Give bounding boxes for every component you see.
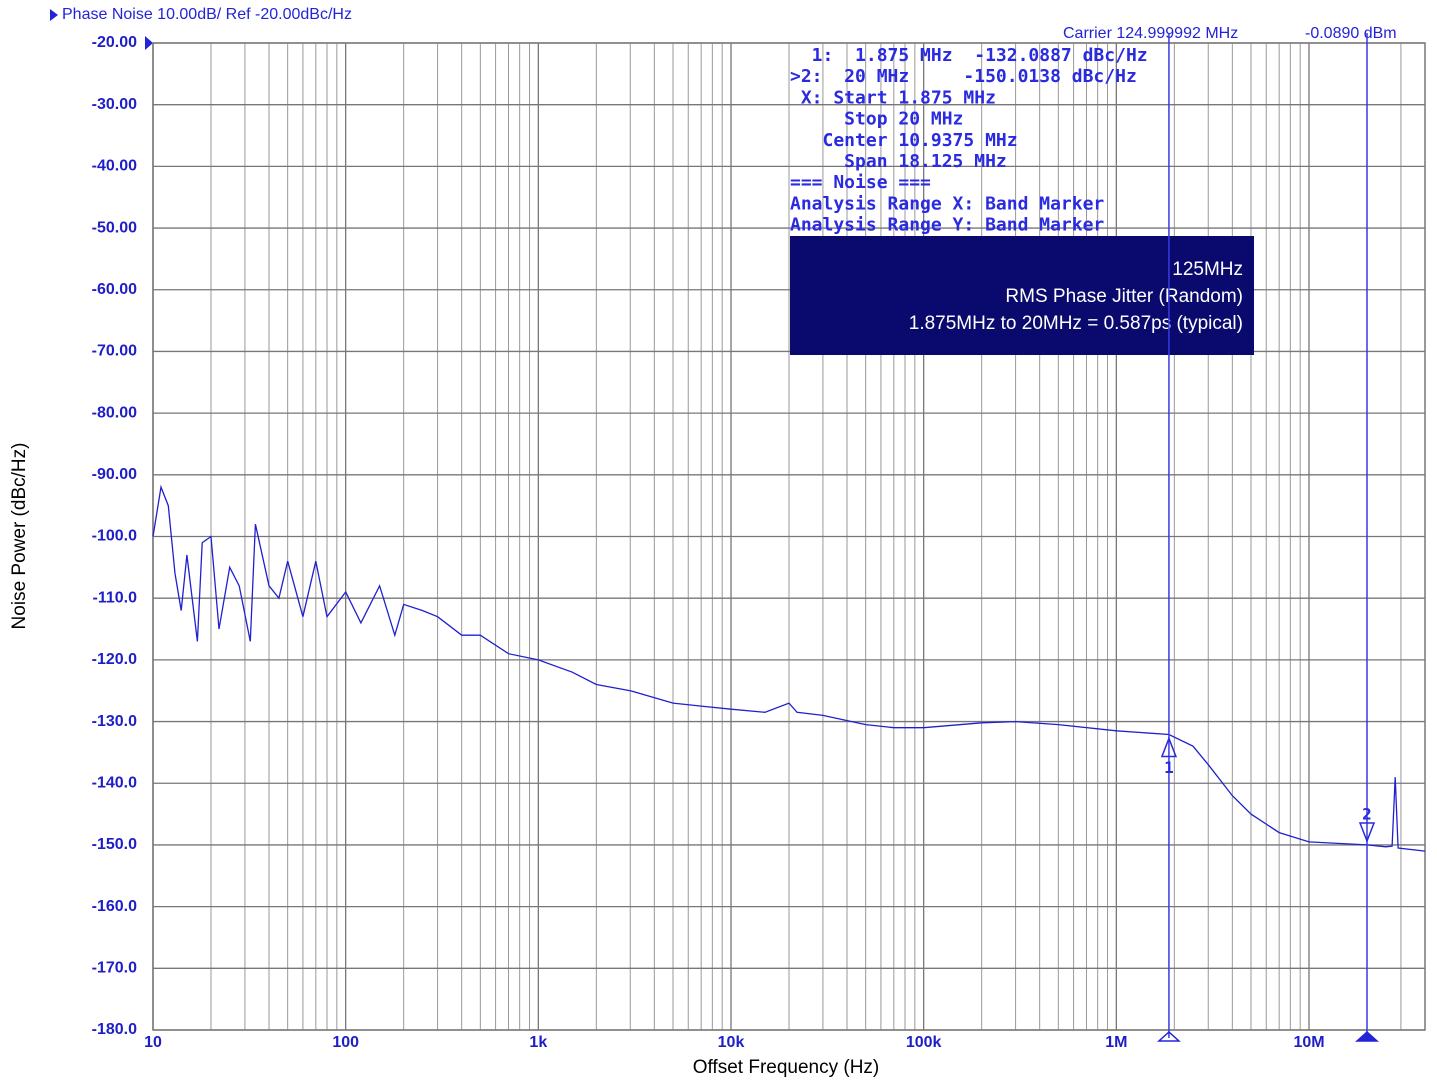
marker-readout: Analysis Range X: Band Marker (790, 193, 1104, 214)
annotation-text: 125MHz (1172, 259, 1243, 280)
y-tick-label: -20.00 (92, 34, 137, 51)
ref-arrow (145, 36, 153, 50)
marker-readout: Analysis Range Y: Band Marker (790, 215, 1104, 236)
chart-title: Phase Noise 10.00dB/ Ref -20.00dBc/Hz (62, 6, 352, 23)
y-tick-label: -170.0 (92, 960, 137, 977)
y-tick-label: -30.00 (92, 96, 137, 113)
y-tick-label: -70.00 (92, 343, 137, 360)
y-tick-label: -50.00 (92, 219, 137, 236)
header-arrow (50, 9, 58, 21)
y-tick-label: -90.00 (92, 466, 137, 483)
y-tick-label: -160.0 (92, 898, 137, 915)
y-tick-label: -140.0 (92, 774, 137, 791)
marker-readout: Span 18.125 MHz (790, 151, 1007, 172)
y-tick-label: -110.0 (93, 589, 138, 606)
x-tick-label: 1k (529, 1034, 547, 1051)
x-tick-label: 100 (332, 1034, 359, 1051)
annotation-box (790, 236, 1254, 355)
carrier: Carrier 124.999992 MHz (1063, 25, 1238, 42)
marker-foot (1156, 1030, 1181, 1042)
x-tick-label: 10k (718, 1034, 745, 1051)
annotation-text: RMS Phase Jitter (Random) (1005, 286, 1243, 307)
x-tick-label: 1M (1105, 1034, 1127, 1051)
y-tick-label: -120.0 (92, 651, 137, 668)
marker-readout: 1: 1.875 MHz -132.0887 dBc/Hz (790, 45, 1148, 66)
marker-readout: Center 10.9375 MHz (790, 130, 1018, 151)
y-tick-label: -150.0 (92, 836, 137, 853)
marker-readout: Stop 20 MHz (790, 109, 963, 130)
x-tick-label: 100k (906, 1034, 942, 1051)
annotation-text: 1.875MHz to 20MHz = 0.587ps (typical) (909, 313, 1243, 334)
marker-symbol (1160, 736, 1178, 758)
marker-label: 1 (1164, 758, 1174, 777)
y-tick-label: -80.00 (92, 404, 137, 421)
x-axis-label: Offset Frequency (Hz) (693, 1057, 880, 1078)
marker-readout: X: Start 1.875 MHz (790, 87, 996, 108)
x-tick-label: 10M (1293, 1034, 1324, 1051)
carrier-power: -0.0890 dBm (1305, 25, 1397, 42)
y-tick-label: -40.00 (92, 158, 137, 175)
y-tick-label: -130.0 (92, 713, 137, 730)
marker-readout: === Noise === (790, 172, 931, 193)
y-axis-label: Noise Power (dBc/Hz) (9, 443, 30, 630)
noise-line (152, 484, 1426, 852)
marker-label: 2 (1362, 805, 1372, 824)
marker-symbol (1358, 822, 1376, 844)
y-tick-label: -60.00 (92, 281, 137, 298)
y-tick-label: -100.0 (92, 528, 137, 545)
marker-readout: >2: 20 MHz -150.0138 dBc/Hz (790, 66, 1137, 87)
y-tick-label: -180.0 (92, 1021, 137, 1038)
x-tick-label: 10 (144, 1034, 162, 1051)
marker-foot (1355, 1030, 1379, 1042)
